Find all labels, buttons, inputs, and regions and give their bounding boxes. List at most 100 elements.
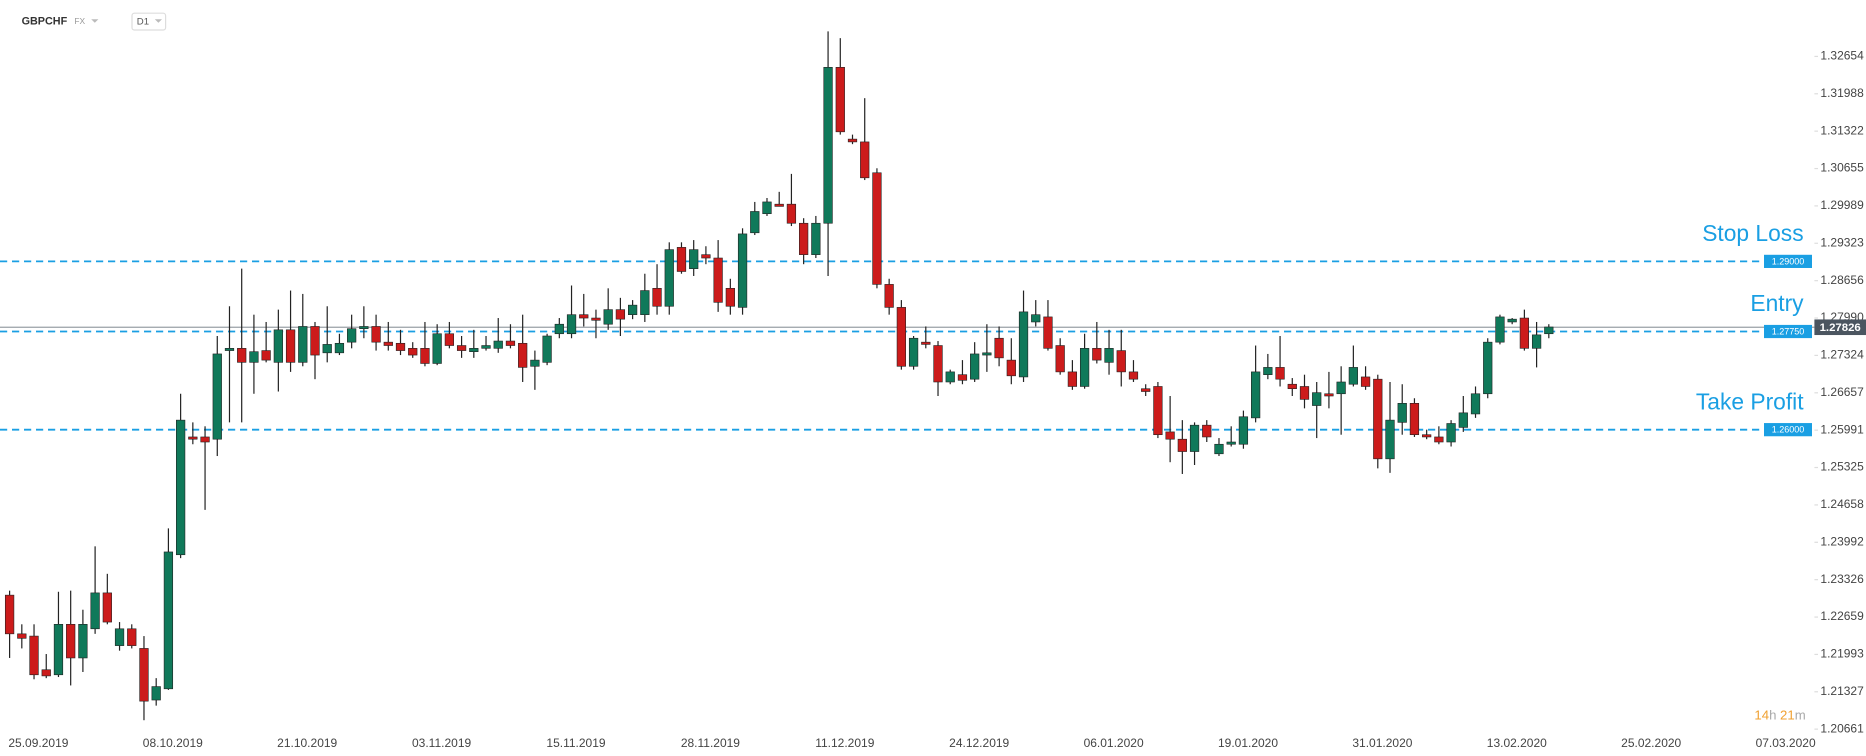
candle-body [1458, 412, 1468, 428]
candle-body [1055, 345, 1065, 373]
candle-body [1263, 367, 1273, 375]
candle-body [701, 254, 711, 259]
dropdown-arrow[interactable] [91, 19, 99, 23]
candle-body [530, 359, 540, 367]
market: FX [74, 16, 85, 26]
candle-body [188, 436, 198, 440]
y-tick-label: 1.29989 [1820, 198, 1864, 212]
x-tick-label: 07.03.2020 [1756, 736, 1816, 750]
candle-body [4, 594, 15, 635]
candle-body [66, 624, 76, 659]
candle-body [786, 203, 797, 224]
candle-body [1092, 348, 1102, 361]
y-tick-label: 1.23992 [1820, 534, 1864, 548]
level-tag [1764, 423, 1812, 437]
candle-body [102, 592, 112, 623]
level-value: 1.29000 [1772, 256, 1805, 266]
candle-body [114, 628, 125, 646]
candle-body [725, 288, 735, 307]
level-name: Entry [1750, 290, 1804, 316]
candle-body [1251, 371, 1261, 419]
candle-body [1043, 316, 1053, 349]
countdown-unit: h [1769, 708, 1776, 723]
candle-body [921, 341, 931, 345]
candle-body [1116, 350, 1126, 373]
candle-body [1275, 367, 1285, 380]
level-value: 1.26000 [1772, 425, 1805, 435]
x-tick-label: 08.10.2019 [143, 736, 203, 750]
x-tick-label: 13.02.2020 [1487, 736, 1547, 750]
candle-body [603, 309, 613, 325]
candle-body [884, 284, 894, 308]
candle-body [139, 648, 149, 702]
x-tick-label: 21.10.2019 [277, 736, 337, 750]
candle-body [371, 326, 381, 343]
candle-body [359, 326, 369, 329]
x-tick-label: 06.01.2020 [1084, 736, 1144, 750]
candle-body [1104, 348, 1114, 363]
candle-body [664, 249, 674, 307]
candle-body [579, 314, 589, 319]
y-tick-label: 1.24658 [1820, 497, 1864, 511]
candle-body [1324, 393, 1334, 397]
candle-body [17, 633, 27, 639]
candle-body [1385, 419, 1395, 460]
candle-body [1287, 383, 1297, 390]
candle-body [53, 624, 64, 676]
y-tick-label: 1.31322 [1820, 123, 1864, 137]
candle-body [127, 628, 137, 646]
candle-body [1470, 393, 1481, 415]
candle-body [1165, 431, 1175, 440]
symbol[interactable]: GBPCHF [22, 15, 68, 27]
current-price-label: 1.27826 [1820, 322, 1861, 334]
candle-body [249, 351, 259, 363]
candle-body [285, 329, 296, 363]
candle-body [1006, 359, 1016, 377]
candle-body [469, 348, 479, 352]
x-tick-label: 03.11.2019 [412, 736, 471, 750]
candle-body [212, 353, 222, 440]
y-tick-label: 1.21327 [1820, 684, 1864, 698]
candle-body [29, 635, 39, 676]
y-tick-label: 1.28656 [1820, 273, 1864, 287]
countdown-unit: m [1795, 708, 1806, 723]
candle-body [395, 342, 406, 351]
candle-body [1214, 443, 1224, 455]
candle-body [1079, 348, 1090, 387]
candle-body [78, 624, 88, 659]
candle-body [1031, 314, 1041, 323]
x-tick-label: 31.01.2020 [1352, 736, 1412, 750]
candle-body [1360, 376, 1371, 387]
candle-body [640, 290, 650, 315]
candle-body [347, 328, 357, 343]
interval[interactable]: D1 [137, 17, 149, 28]
candle-body [982, 352, 992, 356]
candle-body [151, 686, 161, 701]
candle-body [41, 669, 51, 677]
candle-body [444, 333, 454, 346]
candle-body [456, 345, 467, 351]
level-tag [1764, 324, 1812, 339]
candle-body [1177, 438, 1187, 452]
candle-body [261, 350, 271, 361]
candle-body [1067, 371, 1078, 387]
y-tick-label: 1.21993 [1820, 647, 1864, 661]
y-tick-label: 1.25991 [1820, 422, 1864, 436]
level-name: Stop Loss [1702, 220, 1803, 246]
x-tick-label: 25.09.2019 [8, 736, 68, 750]
candle-body [505, 340, 516, 346]
candle-body [957, 374, 968, 381]
candle-body [1397, 403, 1407, 423]
candle-body [310, 326, 320, 356]
y-tick-label: 1.20661 [1820, 721, 1864, 735]
y-tick-label: 1.31988 [1820, 86, 1864, 100]
y-tick-label: 1.25325 [1820, 460, 1864, 474]
candle-body [933, 345, 943, 383]
interval-button[interactable] [131, 12, 167, 31]
dropdown-arrow[interactable] [154, 19, 162, 23]
candle-body [1238, 416, 1249, 445]
x-tick-label: 28.11.2019 [681, 736, 740, 750]
x-tick-label: 11.12.2019 [815, 736, 874, 750]
